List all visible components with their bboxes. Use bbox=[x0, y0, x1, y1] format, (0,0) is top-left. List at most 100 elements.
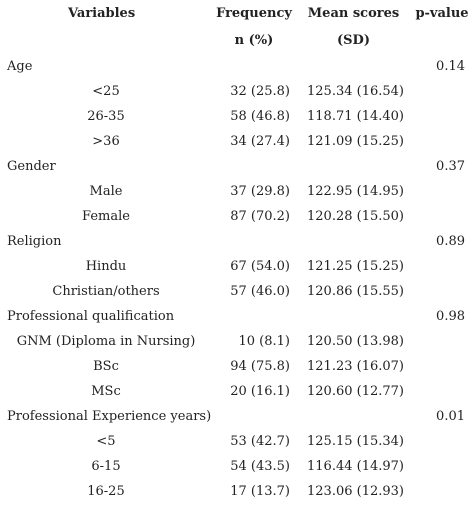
variable-cell: Professional qualification bbox=[7, 309, 175, 324]
table-row: >36 34 (27.4) 121.09 (15.25) bbox=[0, 129, 473, 154]
mean-score-cell bbox=[296, 54, 411, 79]
frequency-cell: 67 (54.0) bbox=[230, 259, 290, 274]
table-group-row: Professional qualification 0.98 bbox=[0, 304, 473, 329]
variable-cell: Hindu bbox=[85, 259, 127, 274]
header-row-1: Variables Frequency Mean scores p-value bbox=[0, 0, 473, 27]
mean-score-cell: 121.09 (15.25) bbox=[307, 134, 404, 149]
table-group-row: Professional Experience years) 0.01 bbox=[0, 404, 473, 429]
variable-cell: <5 bbox=[96, 434, 116, 449]
header-mean-scores: Mean scores bbox=[307, 6, 400, 21]
mean-score-cell: 122.95 (14.95) bbox=[307, 184, 404, 199]
frequency-cell: 54 (43.5) bbox=[230, 459, 290, 474]
variable-cell: 6-15 bbox=[91, 459, 121, 474]
frequency-cell: 34 (27.4) bbox=[230, 134, 290, 149]
variable-cell: Age bbox=[7, 59, 33, 74]
p-value-cell bbox=[411, 354, 473, 379]
frequency-cell: 53 (42.7) bbox=[230, 434, 290, 449]
p-value-cell bbox=[411, 104, 473, 129]
header-empty-cell bbox=[0, 27, 212, 54]
mean-score-cell: 120.28 (15.50) bbox=[307, 209, 404, 224]
header-mean-unit: (SD) bbox=[337, 33, 370, 48]
frequency-cell: 87 (70.2) bbox=[230, 209, 290, 224]
header-empty-cell bbox=[411, 27, 473, 54]
p-value-cell: 0.98 bbox=[436, 309, 465, 324]
p-value-cell bbox=[411, 454, 473, 479]
p-value-cell bbox=[411, 479, 473, 504]
mean-score-cell: 125.15 (15.34) bbox=[307, 434, 404, 449]
p-value-cell: 0.01 bbox=[436, 409, 465, 424]
header-variables: Variables bbox=[68, 6, 136, 21]
frequency-cell bbox=[212, 154, 296, 179]
variable-cell: Gender bbox=[7, 159, 56, 174]
mean-score-cell: 120.50 (13.98) bbox=[307, 334, 404, 349]
table-header: Variables Frequency Mean scores p-value … bbox=[0, 0, 473, 54]
frequency-cell: 32 (25.8) bbox=[230, 84, 290, 99]
header-row-2: n (%) (SD) bbox=[0, 27, 473, 54]
table-row: MSc 20 (16.1) 120.60 (12.77) bbox=[0, 379, 473, 404]
mean-score-cell: 116.44 (14.97) bbox=[307, 459, 404, 474]
variable-cell: >36 bbox=[92, 134, 120, 149]
p-value-cell bbox=[411, 79, 473, 104]
header-p-value: p-value bbox=[415, 6, 469, 21]
table-row: Christian/others 57 (46.0) 120.86 (15.55) bbox=[0, 279, 473, 304]
table-group-row: Age 0.14 bbox=[0, 54, 473, 79]
table-row: GNM (Diploma in Nursing) 10 (8.1) 120.50 (… bbox=[0, 329, 473, 354]
p-value-cell bbox=[411, 279, 473, 304]
table-row: BSc 94 (75.8) 121.23 (16.07) bbox=[0, 354, 473, 379]
table-group-row: Gender 0.37 bbox=[0, 154, 473, 179]
variable-cell: GNM (Diploma in Nursing) bbox=[16, 334, 196, 349]
p-value-cell bbox=[411, 254, 473, 279]
variable-cell: MSc bbox=[91, 384, 121, 399]
variable-cell: Male bbox=[89, 184, 123, 199]
variable-cell: Christian/others bbox=[52, 284, 160, 299]
frequency-cell: 10 (8.1) bbox=[238, 334, 291, 349]
variable-cell: <25 bbox=[92, 84, 120, 99]
mean-score-cell: 118.71 (14.40) bbox=[307, 109, 404, 124]
table-row: <5 53 (42.7) 125.15 (15.34) bbox=[0, 429, 473, 454]
mean-score-cell: 123.06 (12.93) bbox=[307, 484, 404, 499]
p-value-cell bbox=[411, 129, 473, 154]
variable-cell: BSc bbox=[93, 359, 119, 374]
table-body: Age 0.14 <25 32 (25.8) 125.34 (16.54) 26-35 58… bbox=[0, 54, 473, 504]
mean-score-cell: 121.23 (16.07) bbox=[307, 359, 404, 374]
p-value-cell: 0.37 bbox=[436, 159, 465, 174]
frequency-cell: 94 (75.8) bbox=[230, 359, 290, 374]
table-row: Male 37 (29.8) 122.95 (14.95) bbox=[0, 179, 473, 204]
table-row: <25 32 (25.8) 125.34 (16.54) bbox=[0, 79, 473, 104]
variable-cell: Female bbox=[82, 209, 130, 224]
variable-cell: Religion bbox=[7, 234, 62, 249]
variable-cell: 16-25 bbox=[87, 484, 125, 499]
p-value-cell: 0.14 bbox=[436, 59, 465, 74]
p-value-cell bbox=[411, 179, 473, 204]
p-value-cell bbox=[411, 204, 473, 229]
mean-score-cell: 120.86 (15.55) bbox=[307, 284, 404, 299]
frequency-cell: 17 (13.7) bbox=[230, 484, 290, 499]
table-row: 16-25 17 (13.7) 123.06 (12.93) bbox=[0, 479, 473, 504]
frequency-cell bbox=[212, 404, 296, 429]
table-group-row: Religion 0.89 bbox=[0, 229, 473, 254]
header-frequency: Frequency bbox=[216, 6, 292, 21]
frequency-cell bbox=[212, 304, 296, 329]
p-value-cell bbox=[411, 329, 473, 354]
table-row: Female 87 (70.2) 120.28 (15.50) bbox=[0, 204, 473, 229]
variable-cell: 26-35 bbox=[87, 109, 125, 124]
mean-score-cell bbox=[296, 304, 411, 329]
p-value-cell bbox=[411, 429, 473, 454]
frequency-cell: 58 (46.8) bbox=[230, 109, 290, 124]
table-row: Hindu 67 (54.0) 121.25 (15.25) bbox=[0, 254, 473, 279]
p-value-cell: 0.89 bbox=[436, 234, 465, 249]
table-row: 26-35 58 (46.8) 118.71 (14.40) bbox=[0, 104, 473, 129]
frequency-cell: 20 (16.1) bbox=[230, 384, 290, 399]
mean-score-cell bbox=[296, 229, 411, 254]
table-row: 6-15 54 (43.5) 116.44 (14.97) bbox=[0, 454, 473, 479]
variable-cell: Professional Experience years) bbox=[7, 409, 212, 424]
mean-score-cell: 120.60 (12.77) bbox=[307, 384, 404, 399]
mean-score-cell bbox=[296, 154, 411, 179]
mean-score-cell: 125.34 (16.54) bbox=[307, 84, 404, 99]
frequency-cell: 57 (46.0) bbox=[230, 284, 290, 299]
frequency-cell bbox=[212, 229, 296, 254]
p-value-cell bbox=[411, 379, 473, 404]
frequency-cell bbox=[212, 54, 296, 79]
